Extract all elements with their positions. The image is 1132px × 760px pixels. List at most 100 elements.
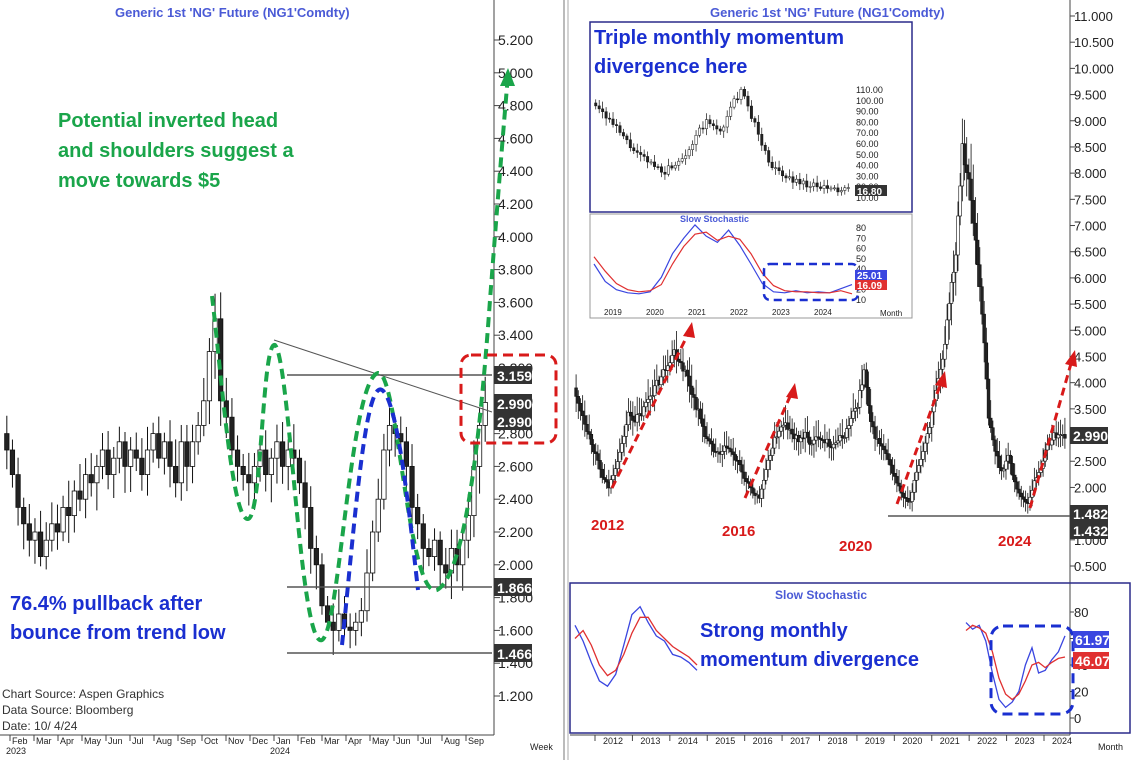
left-price-label-3159: 3.159: [494, 366, 532, 384]
candle-body: [635, 414, 639, 423]
candle-body: [263, 449, 269, 476]
date-text: Date: 10/ 4/24: [2, 719, 78, 733]
red-arrow-2020: [895, 379, 944, 505]
candle-body: [1008, 454, 1013, 464]
candle-body: [431, 539, 438, 558]
candle-body: [99, 449, 106, 467]
candle-body: [855, 407, 860, 409]
candle-body: [790, 428, 794, 435]
inset-candle-body: [822, 185, 826, 189]
inset-stoch-tick-label: 70: [856, 233, 866, 243]
left-y-tick-label: 3.800: [498, 262, 533, 278]
inset-candle-body: [760, 134, 764, 146]
candle-body: [358, 610, 364, 623]
candle-body: [962, 143, 967, 166]
candle-body: [1002, 468, 1006, 472]
candle-body: [847, 425, 851, 429]
inset-candle-body: [801, 180, 805, 185]
stoch-lines: [574, 605, 1066, 709]
inset-candle-body: [812, 182, 816, 187]
candle-body: [676, 358, 681, 362]
candle-body: [482, 402, 488, 426]
inset-candle-body: [718, 128, 722, 132]
candle-body: [150, 433, 156, 451]
inset-candle-body: [704, 119, 708, 130]
stoch-annotation-line-1: Strong monthly: [700, 620, 849, 642]
svg-text:46.07: 46.07: [1075, 653, 1110, 669]
left-x-tick-label: Oct: [204, 736, 219, 746]
right-candles-group: [574, 118, 1067, 514]
left-x-tick-label: Aug: [444, 736, 460, 746]
inset-candle-body: [625, 135, 629, 141]
inset-stoch-label-2501: 25.01: [855, 270, 887, 282]
right-y-tick-label: 10.500: [1074, 35, 1114, 50]
inset-candle-body: [843, 187, 847, 191]
right-y-tick-label: 2.000: [1074, 480, 1107, 495]
candle-body: [178, 441, 184, 484]
right-x-tick-label: 2019: [865, 736, 885, 746]
candle-body: [827, 438, 831, 447]
candle-body: [268, 457, 274, 476]
candle-body: [4, 433, 10, 451]
left-x-tick-label: Apr: [60, 736, 74, 746]
candle-body: [978, 264, 982, 288]
inset-y-tick-label: 50.00: [856, 150, 879, 160]
candle-body: [1017, 488, 1021, 494]
candle-body: [15, 474, 21, 508]
candle-body: [914, 471, 919, 481]
annotation-hs-line-3: move towards $5: [58, 170, 220, 192]
candle-body: [161, 441, 167, 459]
inset-candle-body: [660, 166, 663, 173]
candle-body: [116, 441, 122, 459]
candle-body: [945, 319, 949, 345]
candle-body: [375, 498, 381, 533]
candle-body: [9, 449, 16, 476]
inset-candle-body: [788, 176, 791, 179]
inset-stoch-box: [589, 213, 913, 319]
candle-body: [353, 621, 359, 631]
candle-body: [622, 435, 626, 444]
candle-body: [626, 411, 631, 425]
inset-candle-body: [777, 167, 781, 171]
stoch-divergence-box: [989, 624, 1075, 716]
candle-body: [240, 465, 246, 475]
inset-candle-body: [808, 186, 812, 188]
right-y-tick-label: 5.000: [1074, 323, 1107, 338]
candle-body: [692, 394, 696, 398]
candle-body: [690, 385, 694, 395]
inset-candle-body: [770, 161, 774, 168]
candle-body: [71, 490, 77, 517]
inset-x-tick-label: 2020: [646, 308, 664, 317]
inset-divergence-box: [762, 262, 860, 302]
stoch-label-k: 61.97: [1073, 631, 1110, 648]
candle-body: [420, 523, 426, 549]
left-y-tick-label: 1.200: [498, 688, 533, 704]
svg-text:2.990: 2.990: [497, 414, 532, 430]
left-year-label-2023: 2023: [6, 746, 26, 756]
inset-stoch-tick-label: 50: [856, 254, 866, 264]
candle-body: [886, 453, 890, 460]
candle-body: [1004, 460, 1008, 470]
inset-stoch-tick-label: 40: [856, 264, 866, 274]
candle-body: [779, 426, 783, 432]
candle-body: [705, 436, 709, 439]
stoch-early-d-line: [574, 616, 698, 677]
candle-body: [648, 395, 652, 400]
candle-body: [251, 465, 258, 484]
candle-body: [631, 415, 635, 421]
inset-candle-body: [836, 187, 840, 193]
left-price-label-1466: 1.466: [494, 644, 532, 662]
right-y-tick-label: 9.500: [1074, 88, 1107, 103]
year-annotation-2012: 2012: [591, 517, 624, 534]
right-y-tick-label: 5.500: [1074, 297, 1107, 312]
candle-body: [578, 403, 583, 412]
left-year-label-2024: 2024: [270, 746, 290, 756]
candle-body: [786, 422, 790, 430]
inset-candle-body: [642, 154, 646, 157]
stoch-recent-d-line: [965, 624, 1066, 701]
inset-candle-body: [746, 95, 750, 107]
candle-body: [604, 479, 609, 483]
inset-candle-body: [832, 187, 836, 190]
candle-body: [941, 358, 945, 370]
candle-body: [727, 447, 731, 450]
